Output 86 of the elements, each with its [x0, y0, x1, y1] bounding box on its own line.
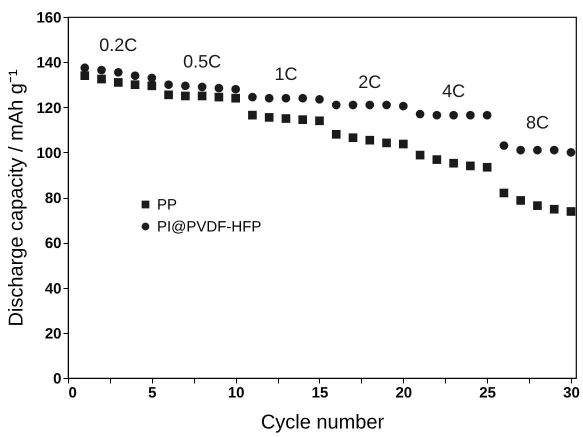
point	[432, 110, 442, 120]
y-tick-label: 60	[44, 235, 62, 252]
legend-label: PP	[157, 196, 178, 214]
point	[566, 207, 576, 216]
point	[164, 80, 173, 90]
point	[198, 82, 206, 92]
point	[315, 116, 324, 126]
point	[416, 150, 424, 160]
annotation: 4C	[442, 81, 466, 102]
y-tick-label: 140	[36, 54, 62, 72]
point	[97, 66, 106, 74]
point	[550, 204, 559, 214]
point	[482, 162, 492, 172]
annotation: 2C	[358, 72, 382, 92]
point	[466, 110, 475, 120]
y-tick-label: 20	[44, 325, 62, 342]
point	[114, 78, 123, 87]
y-tick-label: 40	[44, 280, 62, 298]
x-tick-label: 5	[148, 384, 156, 402]
y-tick-label: 0	[53, 370, 62, 388]
point	[148, 74, 156, 82]
point	[282, 94, 290, 103]
x-tick-label: 30	[563, 384, 580, 402]
y-axis-title: Discharge capacity / mAh g⁻¹	[5, 69, 28, 327]
x-tick-label: 10	[228, 384, 244, 402]
annotation: 8C	[526, 112, 549, 133]
point	[500, 188, 508, 198]
point	[80, 71, 90, 80]
point	[148, 81, 156, 90]
point	[516, 196, 526, 205]
point	[315, 95, 324, 104]
point	[398, 102, 408, 110]
point	[264, 113, 274, 122]
point	[566, 148, 576, 157]
x-tick-label: 20	[395, 384, 412, 402]
x-axis-title: Cycle number	[260, 412, 385, 434]
point	[416, 110, 424, 118]
point	[332, 100, 341, 110]
point	[164, 90, 173, 100]
point	[449, 110, 458, 120]
annotation: 0.2C	[99, 34, 138, 55]
point	[382, 138, 391, 148]
legend-label: PI@PVDF-HFP	[157, 218, 262, 236]
point	[365, 100, 374, 110]
y-tick-label: 80	[44, 190, 62, 207]
point	[130, 80, 140, 90]
y-tick-label: 100	[36, 144, 62, 162]
point	[198, 92, 206, 100]
y-tick-label: 120	[36, 100, 62, 117]
point	[282, 114, 290, 123]
point	[231, 84, 240, 94]
point	[516, 146, 526, 154]
point	[181, 92, 190, 100]
point	[348, 133, 358, 142]
point	[365, 136, 374, 145]
point	[348, 100, 358, 110]
point	[449, 158, 458, 168]
point	[248, 92, 257, 102]
point	[181, 81, 190, 90]
x-tick-label: 15	[312, 384, 328, 402]
y-tick-label: 160	[36, 10, 62, 26]
point	[382, 100, 391, 110]
point	[298, 94, 308, 103]
annotation: 1C	[274, 64, 298, 84]
x-tick-label: 25	[479, 384, 496, 402]
point	[466, 162, 475, 170]
point	[398, 140, 408, 148]
point	[550, 146, 559, 154]
annotation: 0.5C	[183, 52, 222, 72]
point	[130, 71, 140, 80]
point	[298, 115, 308, 124]
point	[432, 155, 442, 164]
point	[533, 146, 542, 154]
point	[114, 68, 123, 77]
point	[214, 92, 224, 102]
point	[80, 63, 90, 72]
point	[97, 74, 106, 84]
x-tick-label: 0	[68, 384, 77, 402]
point	[482, 110, 492, 120]
point	[264, 94, 274, 103]
point	[248, 110, 257, 120]
point	[332, 130, 341, 139]
point	[231, 94, 240, 103]
point	[533, 201, 542, 210]
point	[500, 141, 508, 150]
point	[214, 84, 224, 92]
